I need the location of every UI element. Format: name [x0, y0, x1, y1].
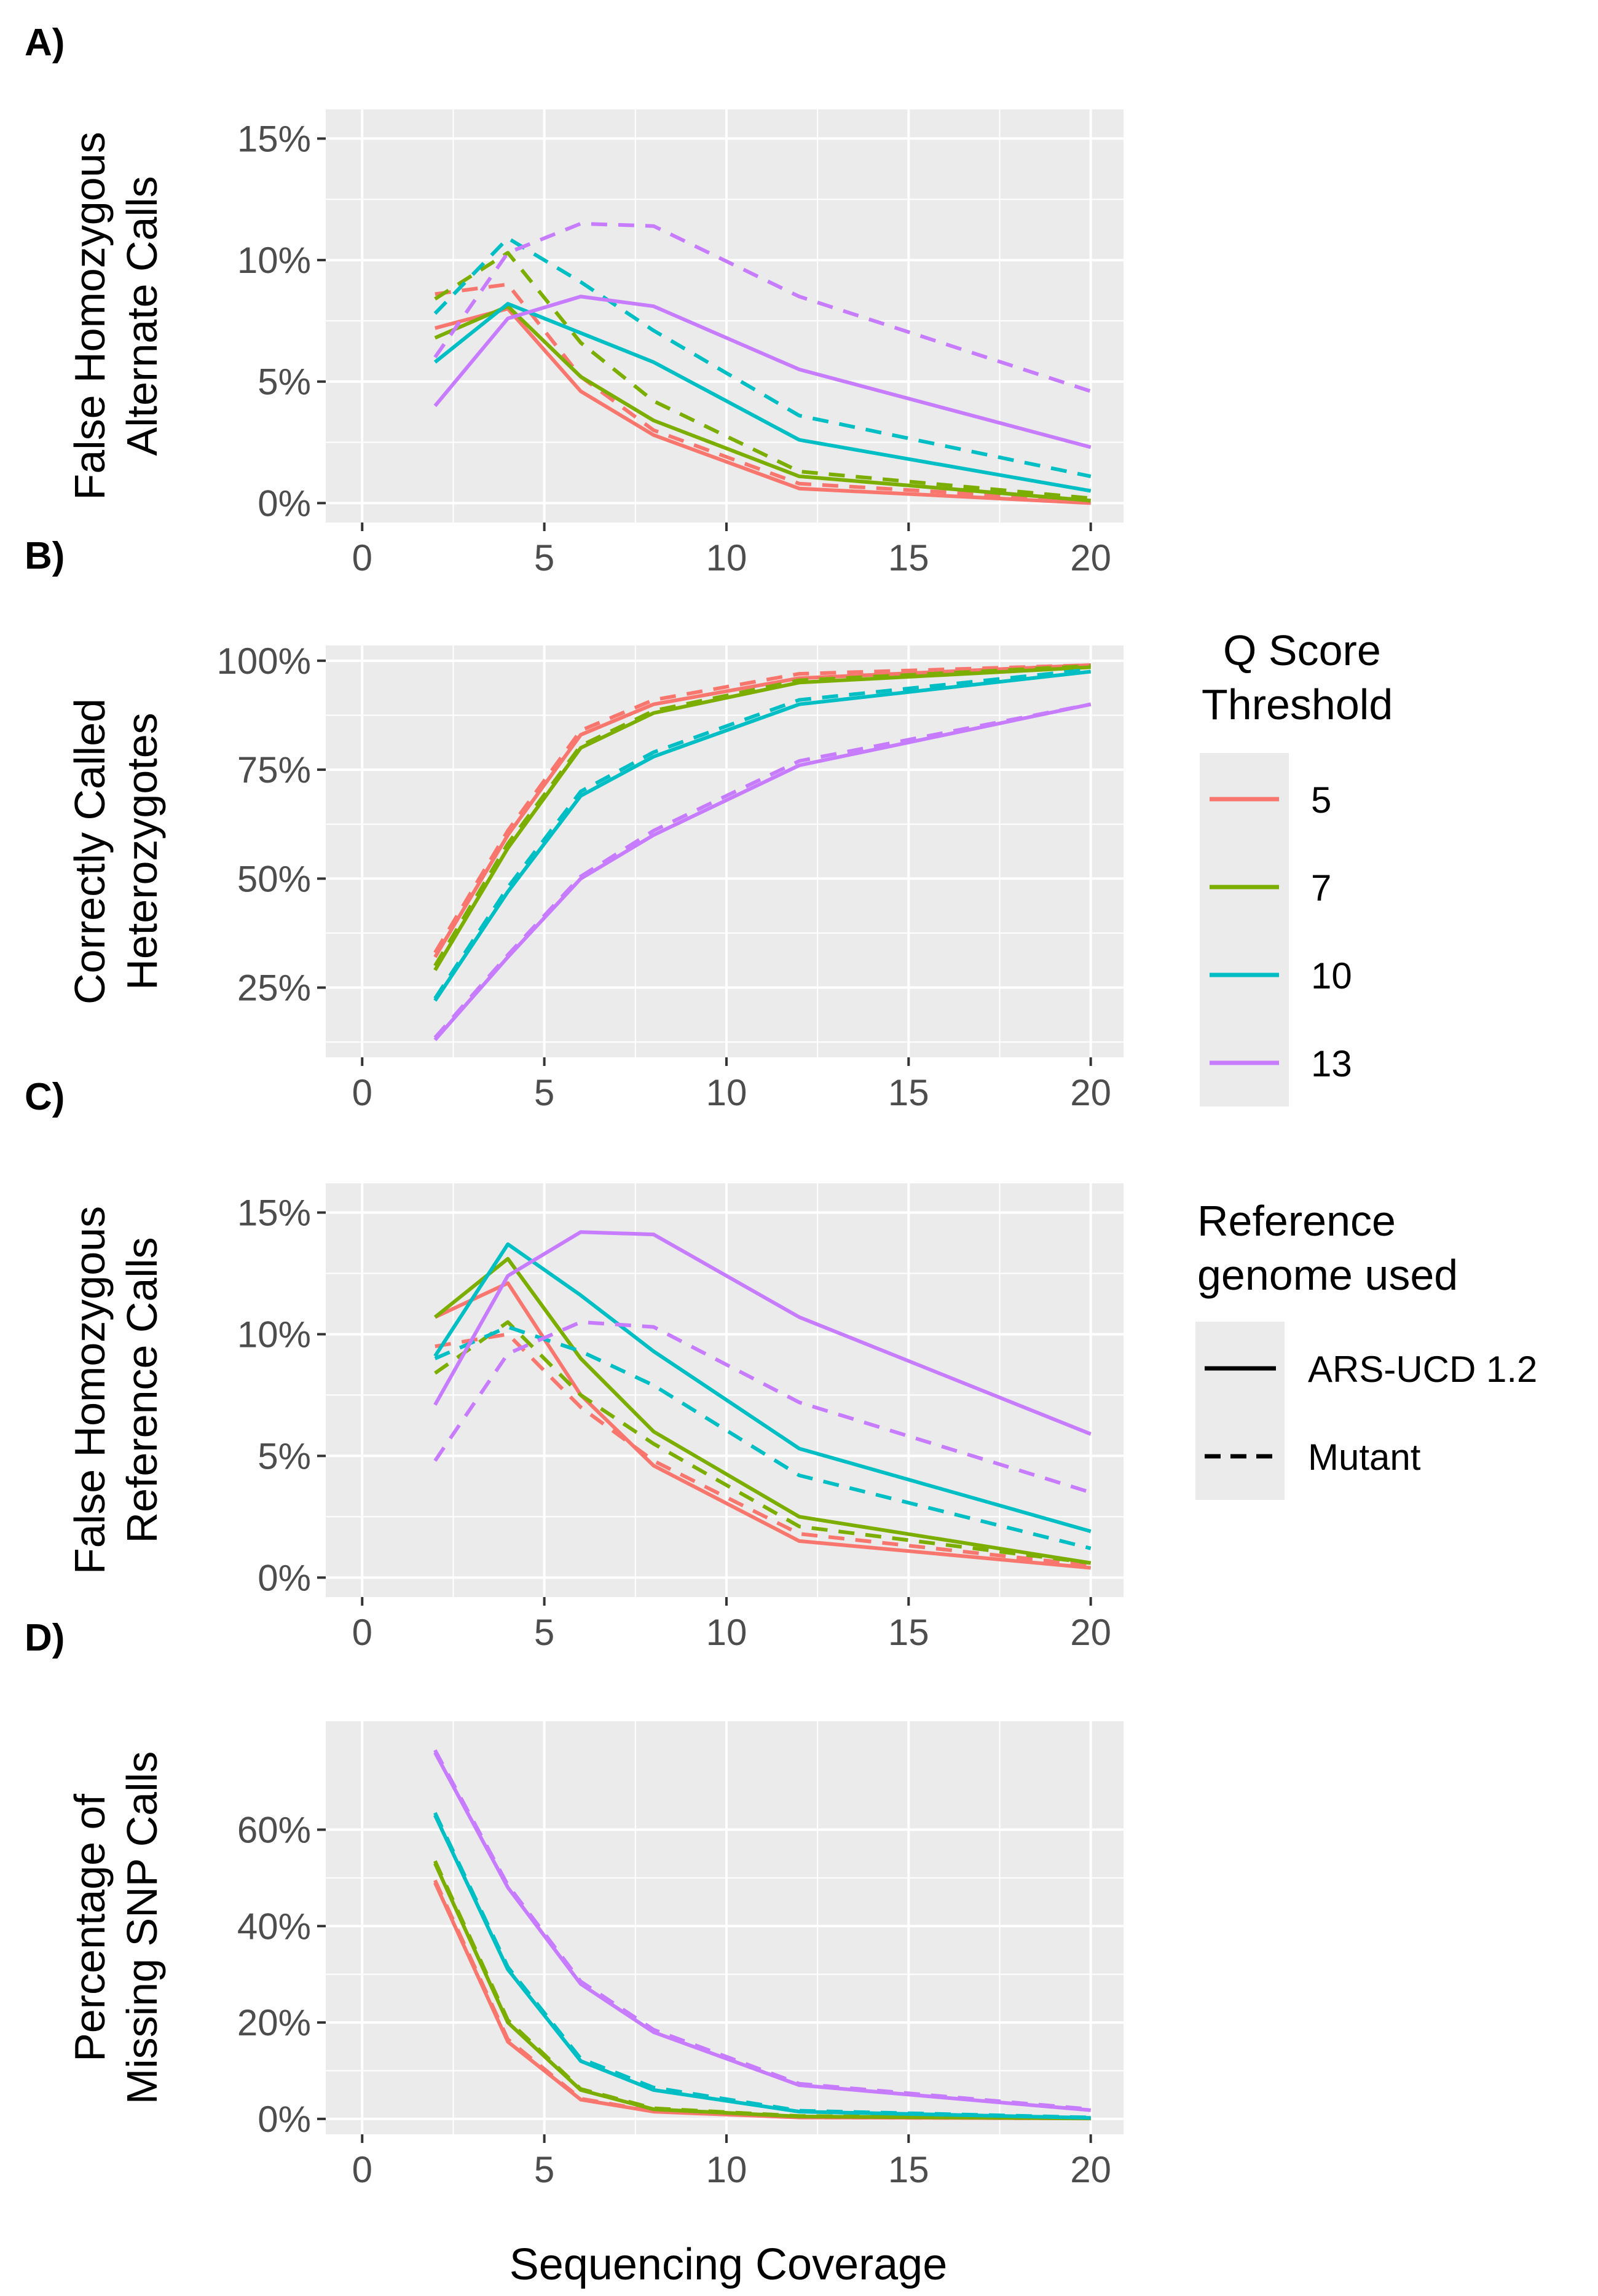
y-tick-label: 100%	[217, 641, 311, 682]
y-tick-label: 50%	[237, 858, 311, 899]
y-axis-title-line2: Missing SNP Calls	[118, 1751, 166, 2104]
series-line-q7-mutant	[434, 251, 1091, 500]
x-tick-label: 5	[534, 1612, 554, 1653]
series-line-q10-mutant	[433, 668, 1092, 1000]
series-line-q7-mutant	[434, 1320, 1092, 1565]
panel-d: D) 0 5 10 15 20 0% 20% 40% 60% Percentage of Missin…	[25, 1617, 1124, 2190]
x-tick-label: 20	[1070, 1612, 1111, 1653]
x-tick-label: 5	[534, 2149, 554, 2190]
panel-label-c: C)	[25, 1076, 65, 1118]
series-line-q7-ars-ucd	[433, 1256, 1092, 1565]
y-tick-label: 25%	[237, 968, 311, 1009]
panel-label-a: A)	[25, 22, 65, 64]
y-axis-title-line2: Reference Calls	[118, 1237, 166, 1544]
x-tick-label: 0	[352, 1072, 372, 1113]
x-tick-label: 20	[1070, 2149, 1111, 2190]
x-tick-label: 5	[534, 537, 554, 578]
series-line-q13-mutant	[433, 1320, 1092, 1494]
series-line-q10-ars-ucd	[433, 302, 1092, 493]
y-axis-title-line2: Alternate Calls	[118, 176, 166, 456]
x-tick-label: 10	[706, 1612, 747, 1653]
panel-label-b: B)	[25, 535, 65, 577]
legend-ref-title-line2: genome used	[1197, 1251, 1458, 1299]
x-tick-label: 15	[888, 2149, 929, 2190]
series-line-q13-mutant	[433, 221, 1092, 393]
legend-label-q7: 7	[1311, 867, 1331, 909]
y-tick-label: 0%	[258, 2099, 311, 2140]
legend-q-score: Q Score Threshold 5 7 10 13	[1200, 626, 1393, 1107]
x-tick-label: 0	[352, 537, 372, 578]
y-tick-label: 75%	[237, 749, 311, 791]
x-tick-label: 5	[534, 1072, 554, 1113]
series-line-q5-mutant	[435, 1332, 1092, 1568]
panel-a: A) 0 5 10 15 20 0% 5% 10% 15% False Homozygous Alte…	[25, 22, 1124, 578]
legend-label-q13: 13	[1311, 1043, 1352, 1084]
plot-background	[326, 1183, 1124, 1597]
series-line-q7-mutant	[433, 664, 1091, 967]
legend-label-ars-ucd: ARS-UCD 1.2	[1308, 1349, 1537, 1390]
y-axis-title-line1: Percentage of	[66, 1794, 114, 2062]
plot-background	[326, 1721, 1124, 2134]
y-tick-label: 5%	[258, 361, 311, 403]
series-line-q10-mutant	[433, 236, 1092, 478]
x-axis-title: Sequencing Coverage	[510, 2240, 948, 2289]
y-axis-title-line2: Heterozygotes	[118, 712, 166, 990]
series-line-q13-ars-ucd	[433, 294, 1092, 449]
legend-q-title-line1: Q Score	[1223, 626, 1381, 674]
series-line-q13-ars-ucd	[433, 1230, 1092, 1436]
y-tick-label: 0%	[258, 1557, 311, 1598]
legend-ref-title-line1: Reference	[1197, 1197, 1396, 1245]
series-line-q5-mutant	[435, 282, 1091, 503]
series-line-q5-mutant	[433, 1879, 1091, 2121]
y-tick-label: 10%	[237, 1314, 311, 1355]
x-tick-label: 10	[706, 2149, 747, 2190]
y-tick-label: 20%	[237, 2002, 311, 2043]
series-line-q7-ars-ucd	[433, 665, 1091, 971]
legend-q-items: 5 7 10 13	[1210, 779, 1352, 1084]
series-line-q10-mutant	[433, 1812, 1091, 2120]
plot-background	[326, 645, 1124, 1057]
x-tick-label: 20	[1070, 537, 1111, 578]
legend-q-title-line2: Threshold	[1202, 681, 1393, 728]
y-tick-label: 5%	[258, 1435, 311, 1477]
legend-label-mutant: Mutant	[1308, 1437, 1421, 1478]
x-tick-label: 0	[352, 2149, 372, 2190]
y-axis-title-line1: False Homozygous	[66, 1206, 114, 1574]
panel-label-d: D)	[25, 1617, 65, 1659]
series-line-q13-mutant	[433, 702, 1092, 1040]
y-tick-label: 60%	[237, 1809, 311, 1850]
y-axis-title-line1: Correctly Called	[66, 698, 114, 1004]
series-line-q5-ars-ucd	[434, 1281, 1091, 1570]
series-line-q5-ars-ucd	[433, 663, 1091, 958]
legend-q-key-background	[1200, 753, 1289, 1107]
series-line-q10-mutant	[434, 1325, 1092, 1550]
legend-ref-key-background	[1195, 1322, 1285, 1500]
x-tick-label: 20	[1070, 1072, 1111, 1113]
legend-label-q10: 10	[1311, 955, 1352, 996]
x-tick-label: 15	[888, 1612, 929, 1653]
plot-background	[326, 109, 1124, 523]
panel-c: C) 0 5 10 15 20 0% 5% 10% 15% False Homozygous Refe…	[25, 1076, 1124, 1653]
panel-b: B) 0 5 10 15 20 25% 50% 75% 100% Correctly Called H…	[25, 535, 1124, 1113]
y-tick-label: 15%	[237, 1193, 311, 1234]
y-tick-label: 40%	[237, 1906, 311, 1947]
legend-reference-genome: Reference genome used ARS-UCD 1.2 Mutant	[1195, 1197, 1537, 1500]
series-line-q5-mutant	[433, 663, 1091, 954]
y-tick-label: 15%	[237, 118, 311, 159]
y-tick-label: 0%	[258, 483, 311, 524]
legend-ref-items: ARS-UCD 1.2 Mutant	[1205, 1349, 1537, 1478]
x-tick-label: 10	[706, 537, 747, 578]
x-tick-label: 0	[352, 1612, 372, 1653]
series-line-q10-ars-ucd	[433, 669, 1092, 1002]
x-tick-label: 15	[888, 537, 929, 578]
series-line-q13-ars-ucd	[433, 1751, 1091, 2112]
y-axis-title-line1: False Homozygous	[66, 132, 114, 500]
x-tick-label: 15	[888, 1072, 929, 1113]
y-tick-label: 10%	[237, 240, 311, 281]
x-tick-label: 10	[706, 1072, 747, 1113]
legend-label-q5: 5	[1311, 779, 1331, 821]
series-line-q7-mutant	[433, 1860, 1091, 2121]
